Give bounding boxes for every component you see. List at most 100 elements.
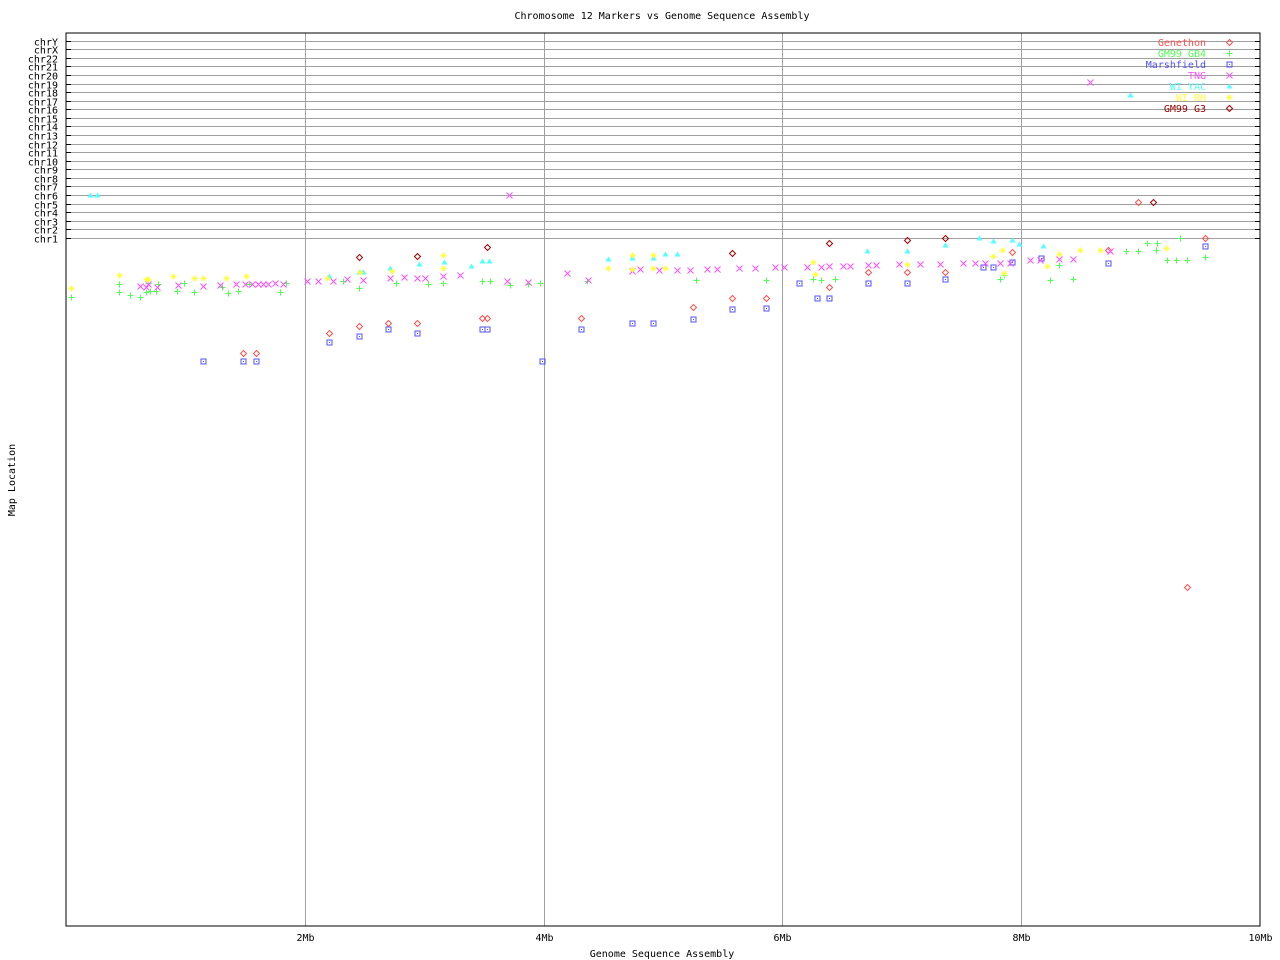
legend-label: WI RH bbox=[1176, 93, 1206, 104]
data-point bbox=[814, 295, 821, 302]
data-point bbox=[1087, 79, 1094, 86]
data-point bbox=[1044, 263, 1051, 270]
data-point bbox=[440, 265, 447, 272]
data-point bbox=[1163, 245, 1170, 252]
data-points bbox=[68, 79, 1210, 592]
data-point bbox=[1154, 240, 1161, 247]
data-point bbox=[225, 290, 232, 297]
data-point bbox=[127, 292, 134, 299]
data-point bbox=[650, 320, 657, 327]
data-point bbox=[937, 261, 944, 268]
data-point bbox=[414, 330, 421, 337]
data-point bbox=[253, 358, 260, 365]
data-point bbox=[441, 259, 448, 265]
data-point bbox=[1040, 243, 1047, 249]
data-point bbox=[1047, 277, 1054, 284]
data-point bbox=[736, 265, 743, 272]
data-point bbox=[384, 319, 393, 328]
data-point bbox=[941, 268, 950, 277]
data-point bbox=[174, 288, 181, 295]
y-tick-label: chr12 bbox=[28, 141, 58, 152]
data-point bbox=[656, 267, 663, 274]
y-tick-label: chr9 bbox=[34, 166, 58, 177]
data-point bbox=[1164, 257, 1171, 264]
data-point bbox=[483, 314, 492, 323]
y-tick-label: chr8 bbox=[34, 175, 58, 186]
data-point bbox=[903, 268, 912, 277]
data-point bbox=[781, 264, 788, 271]
data-point bbox=[143, 284, 150, 291]
y-tick-label: chr21 bbox=[28, 63, 58, 74]
data-point bbox=[243, 273, 250, 280]
data-point bbox=[972, 260, 979, 267]
data-point bbox=[154, 284, 161, 291]
data-point bbox=[506, 192, 513, 199]
data-point bbox=[416, 261, 423, 267]
data-point bbox=[1097, 247, 1104, 254]
y-tick-label: chrY bbox=[34, 38, 58, 49]
data-point bbox=[200, 283, 207, 290]
data-point bbox=[525, 279, 532, 286]
data-point bbox=[674, 267, 681, 274]
y-tick-label: chr11 bbox=[28, 149, 58, 160]
data-point bbox=[265, 281, 272, 288]
data-point bbox=[255, 281, 262, 288]
data-point bbox=[1173, 257, 1180, 264]
legend-label: Genethon bbox=[1158, 38, 1206, 49]
data-point bbox=[903, 236, 912, 245]
data-point bbox=[242, 281, 249, 288]
data-point bbox=[1184, 257, 1191, 264]
data-point bbox=[662, 265, 669, 272]
data-point bbox=[116, 281, 123, 288]
data-point bbox=[260, 281, 267, 288]
x-tick-label: 8Mb bbox=[1012, 933, 1030, 944]
data-point bbox=[763, 305, 770, 312]
data-point bbox=[1201, 234, 1210, 243]
data-point bbox=[629, 266, 636, 273]
series-genethon bbox=[239, 198, 1210, 592]
legend-label: Marshfield bbox=[1146, 60, 1206, 71]
data-point bbox=[315, 278, 322, 285]
y-tick-label: chr14 bbox=[28, 123, 58, 134]
data-point bbox=[997, 276, 1004, 283]
y-tick-label: chr7 bbox=[34, 183, 58, 194]
data-point bbox=[1009, 237, 1016, 243]
data-point bbox=[479, 326, 486, 333]
legend-marker bbox=[1225, 104, 1234, 113]
data-point bbox=[422, 275, 429, 282]
data-point bbox=[389, 268, 396, 275]
data-point bbox=[1070, 256, 1077, 263]
data-point bbox=[537, 280, 544, 287]
y-tick-label: chr15 bbox=[28, 115, 58, 126]
data-point bbox=[728, 294, 737, 303]
data-point bbox=[1077, 247, 1084, 254]
chart-title: Chromosome 12 Markers vs Genome Sequence… bbox=[514, 11, 809, 22]
series-wi-yac bbox=[87, 92, 1134, 279]
data-point bbox=[865, 280, 872, 287]
data-point bbox=[239, 349, 248, 358]
data-point bbox=[585, 277, 592, 284]
data-point bbox=[810, 259, 817, 266]
data-point bbox=[1127, 92, 1134, 98]
data-point bbox=[818, 277, 825, 284]
data-point bbox=[87, 192, 94, 198]
data-point bbox=[605, 256, 612, 262]
data-point bbox=[147, 288, 154, 295]
data-point bbox=[704, 266, 711, 273]
y-axis-label: Map Location bbox=[7, 444, 18, 516]
data-point bbox=[662, 251, 669, 257]
data-point bbox=[479, 278, 486, 285]
data-point bbox=[440, 280, 447, 287]
data-point bbox=[772, 264, 779, 271]
data-point bbox=[762, 294, 771, 303]
data-point bbox=[826, 263, 833, 270]
y-axis-ticks: chr1chr2chr3chr4chr5chr6chr7chr8chr9chr1… bbox=[28, 38, 1260, 246]
data-point bbox=[504, 278, 511, 285]
y-tick-label: chrX bbox=[34, 46, 58, 57]
data-point bbox=[578, 326, 585, 333]
data-point bbox=[191, 275, 198, 282]
data-point bbox=[240, 358, 247, 365]
data-point bbox=[796, 280, 803, 287]
